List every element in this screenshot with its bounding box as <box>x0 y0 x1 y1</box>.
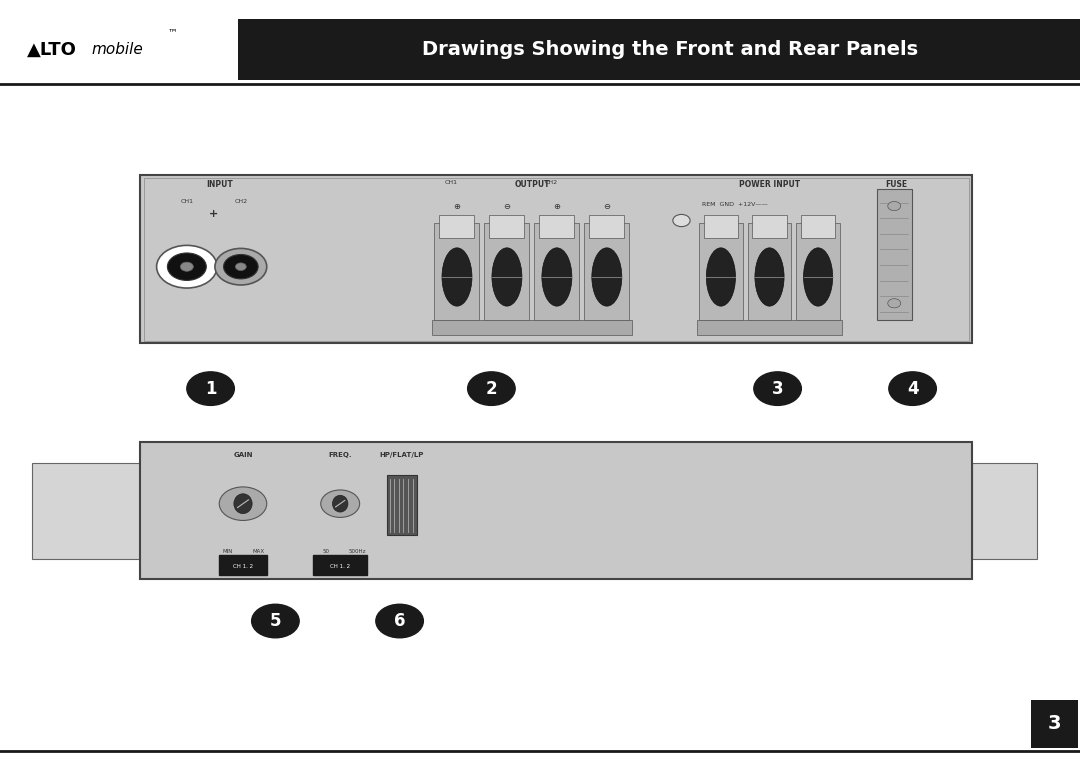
Circle shape <box>252 604 299 638</box>
Text: OUTPUT: OUTPUT <box>514 181 550 189</box>
Ellipse shape <box>234 494 252 514</box>
Text: HP/FLAT/LP: HP/FLAT/LP <box>379 452 424 457</box>
Bar <box>387 475 417 535</box>
Text: REM  GND  +12V——: REM GND +12V—— <box>702 202 768 207</box>
Ellipse shape <box>804 248 833 306</box>
Text: mobile: mobile <box>92 42 144 57</box>
Text: 1: 1 <box>205 379 216 398</box>
Bar <box>699 223 743 320</box>
Text: 500Hz: 500Hz <box>349 549 366 554</box>
Bar <box>219 555 267 575</box>
Circle shape <box>889 372 936 405</box>
Bar <box>590 215 624 239</box>
Text: 6: 6 <box>394 612 405 630</box>
Text: MAX: MAX <box>252 549 265 554</box>
Circle shape <box>219 487 267 520</box>
Ellipse shape <box>542 248 572 306</box>
Text: ⊕: ⊕ <box>454 202 460 211</box>
Circle shape <box>888 201 901 210</box>
Circle shape <box>468 372 515 405</box>
Circle shape <box>673 214 690 226</box>
Circle shape <box>235 263 246 271</box>
Bar <box>796 223 840 320</box>
Circle shape <box>180 262 193 271</box>
Text: GAIN: GAIN <box>233 452 253 457</box>
Text: 3: 3 <box>772 379 783 398</box>
Text: 2: 2 <box>486 379 497 398</box>
Text: FUSE: FUSE <box>886 181 907 189</box>
Text: FREQ.: FREQ. <box>328 452 352 457</box>
Bar <box>753 215 786 239</box>
Text: CH1: CH1 <box>445 181 458 185</box>
Bar <box>972 463 1037 559</box>
Circle shape <box>888 299 901 308</box>
Circle shape <box>321 490 360 517</box>
Bar <box>144 178 969 341</box>
Polygon shape <box>140 19 1080 80</box>
Ellipse shape <box>755 248 784 306</box>
Bar <box>704 215 738 239</box>
Circle shape <box>157 245 217 288</box>
Text: ⊕: ⊕ <box>553 202 561 211</box>
Circle shape <box>167 253 206 280</box>
Ellipse shape <box>442 248 472 306</box>
Text: Drawings Showing the Front and Rear Panels: Drawings Showing the Front and Rear Pane… <box>421 40 918 59</box>
Text: ™: ™ <box>167 27 177 37</box>
Ellipse shape <box>492 248 522 306</box>
Bar <box>0 15 238 84</box>
Bar <box>801 215 835 239</box>
Bar <box>313 555 367 575</box>
Text: CH1: CH1 <box>180 199 193 203</box>
Bar <box>485 223 529 320</box>
Bar <box>140 442 972 579</box>
Circle shape <box>376 604 423 638</box>
Circle shape <box>187 372 234 405</box>
Text: CH 1. 2: CH 1. 2 <box>233 565 253 569</box>
Text: POWER INPUT: POWER INPUT <box>739 181 800 189</box>
Circle shape <box>224 255 258 279</box>
Bar <box>584 223 630 320</box>
Bar <box>697 320 842 335</box>
Bar <box>489 215 525 239</box>
Bar <box>877 189 912 320</box>
Bar <box>539 215 575 239</box>
Text: ⊖: ⊖ <box>503 202 511 211</box>
Text: CH 1. 2: CH 1. 2 <box>330 565 350 569</box>
Circle shape <box>754 372 801 405</box>
Bar <box>434 223 480 320</box>
Text: 4: 4 <box>907 379 918 398</box>
Text: MIN: MIN <box>222 549 233 554</box>
Circle shape <box>215 248 267 285</box>
Text: ⊖: ⊖ <box>604 202 610 211</box>
Text: +: + <box>210 209 218 219</box>
Ellipse shape <box>333 495 348 512</box>
Text: INPUT: INPUT <box>206 181 232 189</box>
Ellipse shape <box>706 248 735 306</box>
Bar <box>32 463 140 559</box>
Bar <box>747 223 792 320</box>
Ellipse shape <box>592 248 622 306</box>
Text: 50: 50 <box>323 549 329 554</box>
Bar <box>140 175 972 343</box>
Bar <box>440 215 474 239</box>
Text: CH2: CH2 <box>545 181 558 185</box>
Text: ▲LTO: ▲LTO <box>27 40 77 59</box>
Text: 3: 3 <box>1048 715 1061 733</box>
Bar <box>432 320 632 335</box>
Text: 5: 5 <box>270 612 281 630</box>
Polygon shape <box>1031 700 1078 748</box>
Text: CH2: CH2 <box>234 199 247 203</box>
Bar <box>535 223 579 320</box>
